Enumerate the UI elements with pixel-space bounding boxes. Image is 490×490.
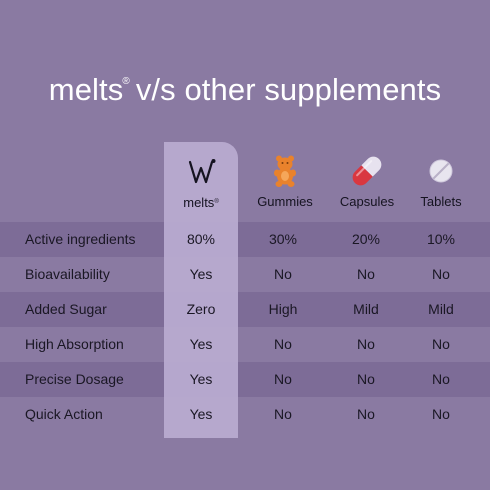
cell-capsules-quick-action: No	[357, 406, 375, 422]
cell-gummies-precise-dosage: No	[274, 371, 292, 387]
title-brand: melts	[48, 72, 124, 107]
title-registered-mark: ®	[122, 76, 130, 87]
column-label-melts: melts	[183, 195, 215, 210]
row-band-shaded	[0, 222, 490, 257]
column-suffix-melts: ®	[214, 199, 219, 205]
cell-melts-precise-dosage: Yes	[189, 371, 213, 387]
melts-highlight-column	[164, 142, 238, 438]
row-label-precise-dosage: Precise Dosage	[25, 371, 124, 387]
cell-tablets-precise-dosage: No	[432, 371, 450, 387]
column-label-tablets: Tablets	[420, 194, 462, 209]
cell-melts-bioavailability: Yes	[189, 266, 213, 282]
gummy-bear-icon	[268, 154, 302, 188]
cell-capsules-precise-dosage: No	[357, 371, 375, 387]
cell-capsules-high-absorption: No	[357, 336, 375, 352]
cell-melts-added-sugar: Zero	[186, 301, 216, 317]
row-label-active-ingredients: Active ingredients	[25, 231, 136, 247]
cell-melts-high-absorption: Yes	[189, 336, 213, 352]
cell-tablets-active-ingredients: 10%	[426, 231, 456, 247]
cell-gummies-active-ingredients: 30%	[268, 231, 298, 247]
cell-gummies-quick-action: No	[274, 406, 292, 422]
row-label-bioavailability: Bioavailability	[25, 266, 110, 282]
cell-capsules-active-ingredients: 20%	[351, 231, 381, 247]
cell-gummies-added-sugar: High	[268, 301, 298, 317]
cell-melts-quick-action: Yes	[189, 406, 213, 422]
cell-capsules-added-sugar: Mild	[353, 301, 379, 317]
cell-capsules-bioavailability: No	[357, 266, 375, 282]
melts-w-logo-icon	[184, 154, 218, 188]
title-rest: v/s other supplements	[135, 72, 442, 107]
row-label-high-absorption: High Absorption	[25, 336, 124, 352]
cell-tablets-quick-action: No	[432, 406, 450, 422]
cell-gummies-high-absorption: No	[274, 336, 292, 352]
row-band-shaded	[0, 292, 490, 327]
column-label-capsules: Capsules	[339, 194, 395, 209]
column-header-tablets: Tablets	[399, 154, 483, 212]
cell-tablets-added-sugar: Mild	[428, 301, 454, 317]
cell-tablets-high-absorption: No	[432, 336, 450, 352]
cell-melts-active-ingredients: 80%	[186, 231, 216, 247]
row-label-quick-action: Quick Action	[25, 406, 103, 422]
capsule-icon	[350, 154, 384, 188]
cell-tablets-bioavailability: No	[432, 266, 450, 282]
column-header-capsules: Capsules	[325, 154, 409, 212]
row-band-shaded	[0, 362, 490, 397]
cell-gummies-bioavailability: No	[274, 266, 292, 282]
column-header-melts: melts®	[159, 154, 243, 212]
tablet-icon	[424, 154, 458, 188]
page-title: melts® v/s other supplements	[0, 63, 490, 109]
column-label-gummies: Gummies	[257, 194, 313, 209]
row-label-added-sugar: Added Sugar	[25, 301, 107, 317]
column-header-gummies: Gummies	[243, 154, 327, 212]
